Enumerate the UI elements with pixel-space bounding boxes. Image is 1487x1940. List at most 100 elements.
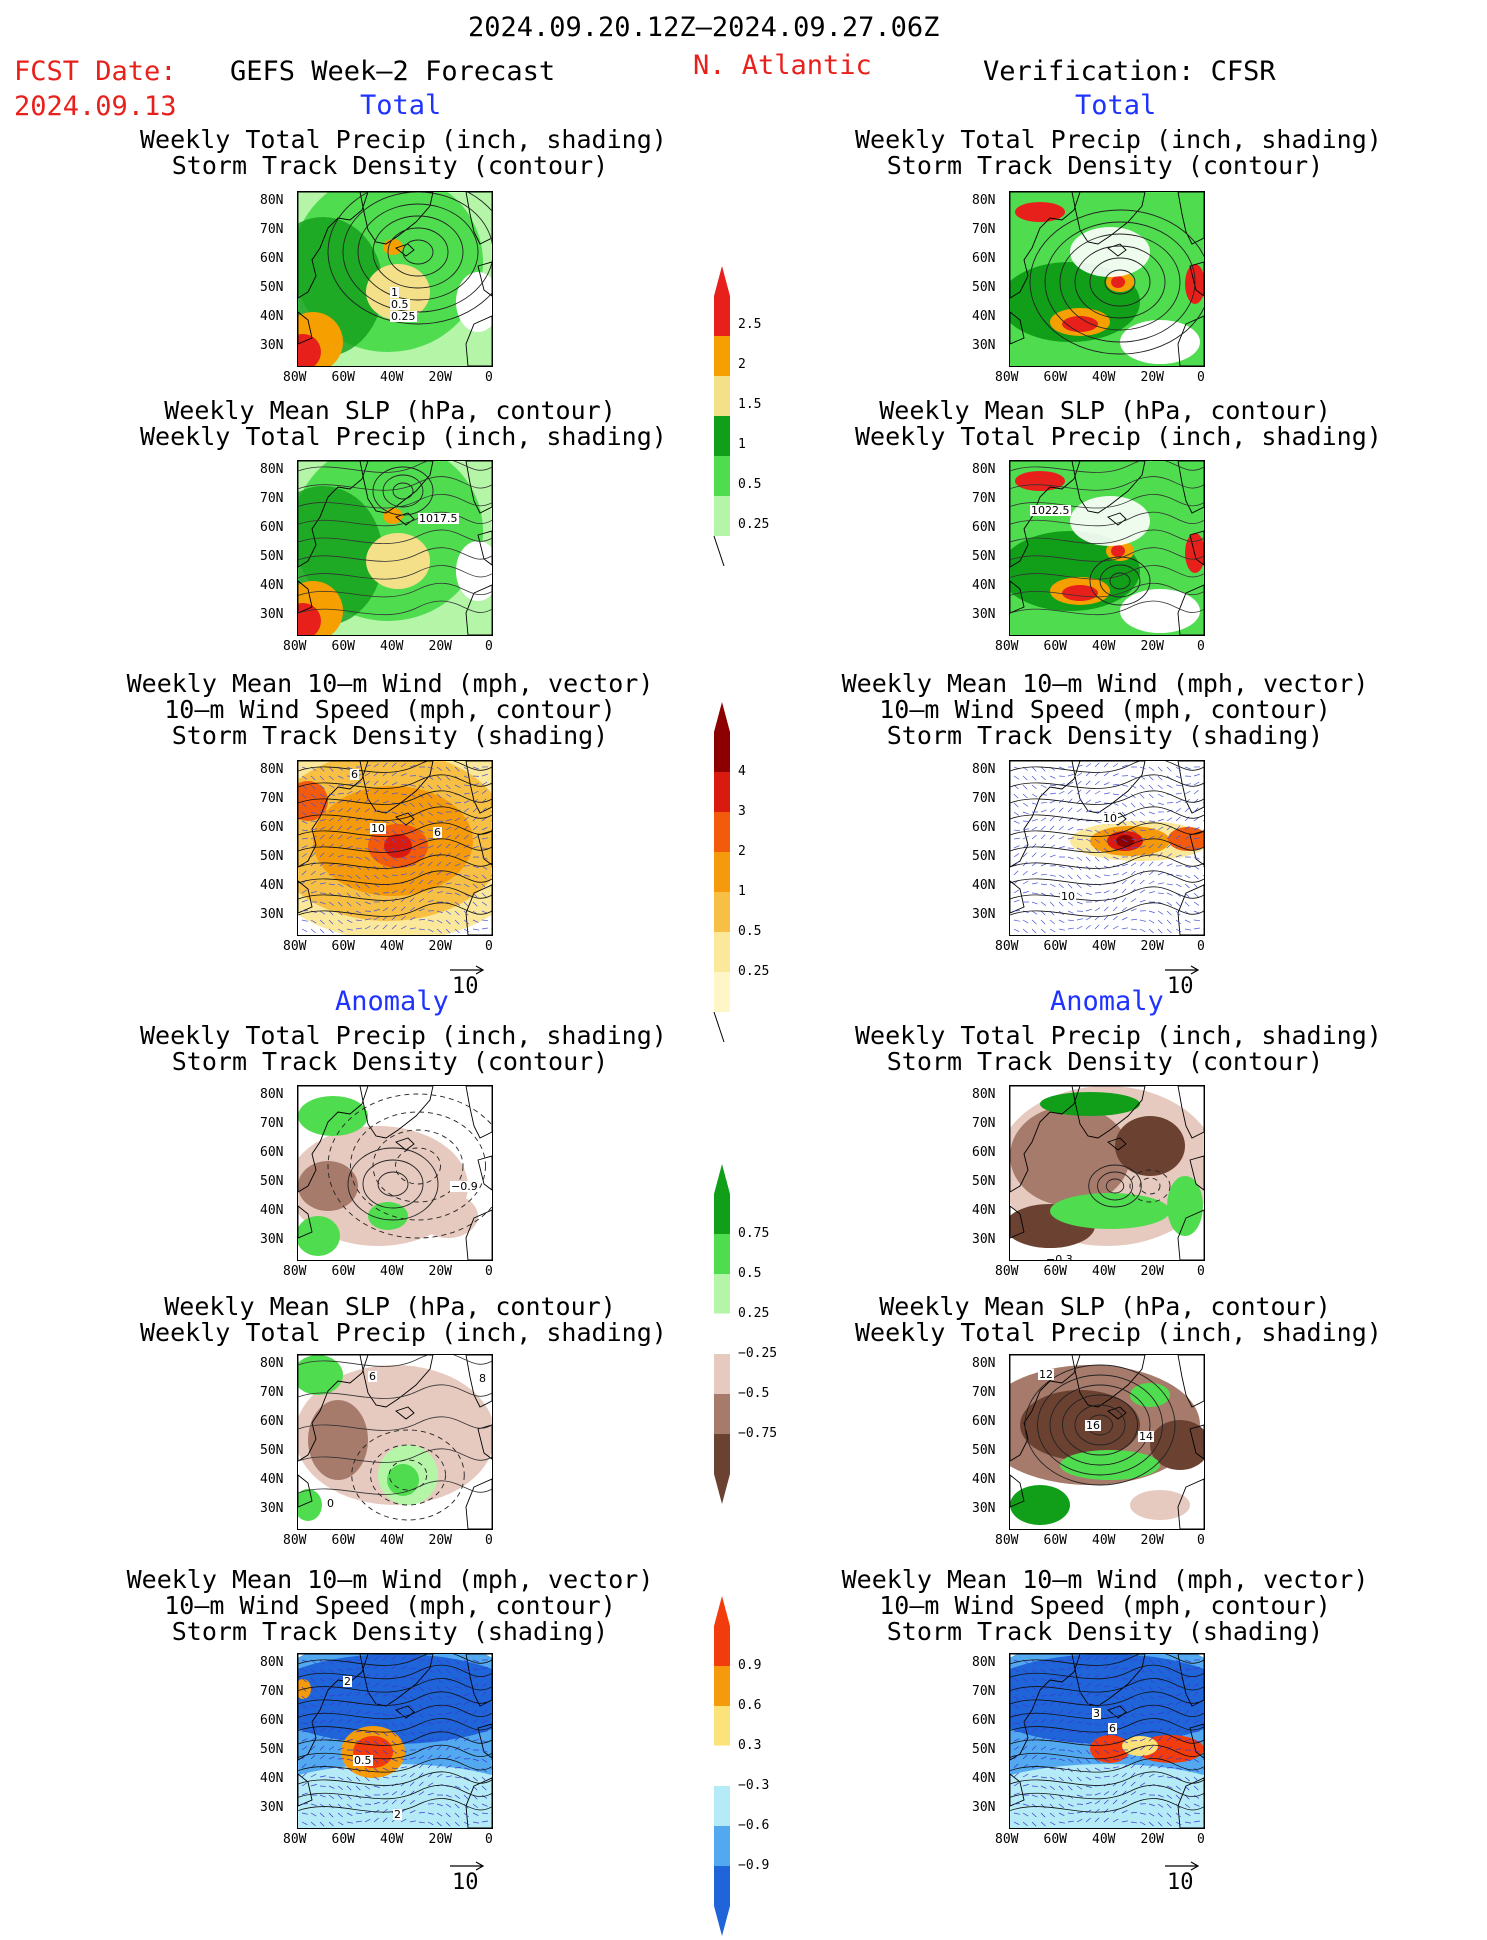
wind-vector (1086, 763, 1091, 767)
wind-vector (1077, 919, 1083, 920)
wind-vector (1203, 866, 1204, 870)
wind-vector (1014, 776, 1019, 779)
wind-vector (1167, 802, 1173, 803)
wind-vector (1149, 891, 1155, 893)
shading-region (298, 1654, 492, 1744)
lat-tick-label: 60N (972, 1146, 995, 1159)
wind-vector (1176, 817, 1180, 821)
colorbar-cap (714, 1474, 730, 1504)
shading-region (1062, 585, 1098, 601)
wind-vector (1068, 875, 1072, 879)
wind-vector (1140, 890, 1145, 893)
colorbar-swatch (714, 1274, 730, 1314)
title-left-precip-total: Weekly Total Precip (inch, shading) Stor… (140, 127, 640, 179)
shading-region (1010, 1106, 1130, 1206)
wind-vector (1113, 889, 1118, 893)
wind-vector (1158, 883, 1164, 884)
wind-vector (1104, 891, 1109, 893)
colorbar-label: 1 (738, 438, 746, 451)
wind-vector (1032, 853, 1036, 857)
lat-tick-label: 30N (972, 1801, 995, 1814)
wind-vector (1068, 911, 1074, 913)
wind-vector (1014, 794, 1018, 798)
wind-vector (1167, 929, 1171, 933)
lat-tick-label: 60N (260, 1415, 283, 1428)
wind-vector (1104, 763, 1108, 767)
wind-vector (1086, 800, 1091, 803)
wind-vector (1050, 835, 1054, 839)
lon-tick-label: 20W (1141, 1833, 1164, 1846)
contour-label: 10 (370, 823, 386, 834)
coastline (1178, 885, 1204, 935)
colorbar-label: 0.5 (738, 925, 761, 938)
wind-vector (1122, 880, 1127, 884)
lat-tick-label: 30N (972, 1502, 995, 1515)
total-label-right: Total (1075, 92, 1156, 119)
wind-vector (302, 920, 308, 921)
lon-tick-label: 60W (332, 1833, 355, 1846)
shading-region (308, 1400, 368, 1480)
lat-tick-label: 50N (260, 1743, 283, 1756)
lat-tick-label: 30N (972, 1233, 995, 1246)
wind-vector (1122, 917, 1127, 920)
wind-vector (1068, 920, 1074, 921)
wind-vector (1041, 785, 1046, 788)
wind-vector (1023, 794, 1027, 798)
wind-vector (1176, 785, 1182, 786)
coastline (1010, 761, 1080, 867)
wind-vector (1050, 817, 1054, 821)
verification-title: Verification: CFSR (983, 58, 1276, 85)
lat-tick-label: 30N (972, 339, 995, 352)
wind-vector (1095, 791, 1100, 794)
wind-vector (1104, 907, 1108, 911)
wind-vector (1032, 827, 1037, 830)
colorbar-label: 0.9 (738, 1659, 761, 1672)
wind-vector (1149, 929, 1154, 933)
contour-line (1010, 871, 1204, 885)
wind-vector (1050, 776, 1055, 778)
lon-tick-label: 80W (995, 640, 1018, 653)
wind-vector (1194, 902, 1199, 905)
lat-tick-label: 50N (260, 1444, 283, 1457)
lat-tick-label: 70N (260, 1386, 283, 1399)
wind-vector (1194, 893, 1198, 897)
contour-line (1010, 761, 1204, 772)
lat-tick-label: 40N (260, 879, 283, 892)
total-label-left: Total (360, 92, 441, 119)
contour-line (1010, 903, 1204, 917)
wind-vector (1077, 902, 1083, 904)
colorbar-cap (714, 1012, 724, 1042)
wind-vector (1122, 898, 1126, 902)
colorbar-label: 4 (738, 765, 746, 778)
wind-vector (1158, 929, 1162, 933)
colorbar-label: 0.25 (738, 965, 769, 978)
wind-vector (1086, 781, 1090, 785)
wind-vector (1032, 920, 1036, 924)
wind-vector (1059, 791, 1064, 794)
lat-tick-label: 50N (972, 850, 995, 863)
lat-tick-label: 80N (972, 1656, 995, 1669)
wind-vector (1185, 767, 1191, 769)
wind-vector (1041, 864, 1047, 866)
wind-vector (1059, 826, 1064, 830)
vector-scale-left-total: 10 (448, 962, 488, 981)
wind-vector (1059, 866, 1065, 868)
wind-vector (1050, 793, 1056, 794)
wind-vector (1041, 810, 1047, 812)
lat-tick-label: 30N (260, 339, 283, 352)
wind-vector (1059, 836, 1064, 839)
wind-vector (1014, 900, 1020, 902)
wind-vector (1086, 925, 1091, 929)
wind-vector (1140, 767, 1146, 769)
wind-vector (1023, 776, 1027, 780)
wind-vector (1149, 803, 1154, 806)
wind-vector (1068, 928, 1074, 929)
lon-tick-label: 60W (1044, 940, 1067, 953)
coastline (466, 1086, 492, 1138)
wind-vector (1131, 863, 1136, 866)
lat-tick-label: 40N (260, 1204, 283, 1217)
wind-vector (1113, 874, 1119, 875)
lon-tick-label: 60W (1044, 371, 1067, 384)
wind-vector (1140, 803, 1144, 807)
wind-vector (1113, 803, 1118, 805)
